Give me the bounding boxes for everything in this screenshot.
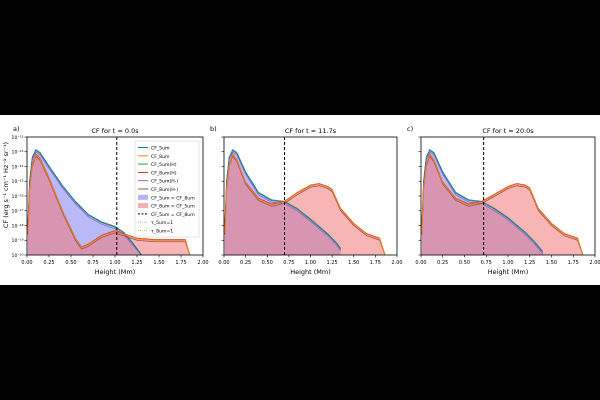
fill-cf8um [27, 154, 190, 255]
line-cf5um [224, 149, 342, 250]
x-tick-label: 2.00 [391, 260, 402, 266]
line-cf8um [224, 153, 386, 256]
x-tick-label: 0.75 [87, 260, 98, 266]
x-axis-label: Height (Mm) [95, 268, 136, 276]
panel-title: CF for t = 11.7s [285, 127, 337, 135]
x-tick-label: 1.00 [109, 260, 120, 266]
line-cf5um-hminus [224, 151, 342, 252]
panel-3: 0.00 0.25 0.50 0.75 1.00 1.25 1.50 1.75 2.00 CF f… [407, 125, 600, 276]
x-tick-label: 2.00 [589, 260, 600, 266]
y-tick-label: 10⁻¹³ [12, 150, 24, 156]
panel-title: CF for t = 0.0s [91, 127, 139, 135]
y-tick-label: 10⁻¹⁴ [12, 164, 24, 170]
panel-title: CF for t = 20.0s [482, 127, 534, 135]
legend-label: CF_8um [151, 154, 170, 160]
x-tick-label: 0.25 [240, 260, 251, 266]
x-tick-label: 1.00 [305, 260, 316, 266]
y-tick-label: 10⁻¹⁷ [12, 209, 24, 215]
x-tick-label: 0.75 [283, 260, 294, 266]
line-cf8um [421, 153, 584, 256]
x-tick-label: 0.00 [21, 260, 32, 266]
x-tick-label: 0.25 [437, 260, 448, 266]
x-tick-label: 0.00 [415, 260, 426, 266]
line-cf8um-hminus [224, 155, 386, 256]
x-tick-label: 1.25 [524, 260, 535, 266]
legend-label: CF_5um(H-) [151, 179, 178, 185]
line-cf5um [421, 149, 544, 253]
x-tick-label: 1.75 [568, 260, 579, 266]
legend-label: CF_5um(H) [151, 162, 177, 168]
x-tick-label: 0.50 [459, 260, 470, 266]
x-tick-label: 1.50 [348, 260, 359, 266]
x-tick-label: 2.00 [197, 260, 208, 266]
fill-cf8um [421, 154, 583, 255]
x-tick-label: 0.25 [43, 260, 54, 266]
y-tick-label: 10⁻¹⁸ [12, 223, 24, 229]
legend-label: τ_5um=1 [151, 220, 173, 226]
x-tick-label: 1.75 [370, 260, 381, 266]
legend-label: CF_5um = CF_8um [151, 212, 195, 218]
legend-label: CF_8um > CF_5um [151, 204, 195, 210]
x-tick-label: 1.25 [327, 260, 338, 266]
x-tick-label: 0.00 [218, 260, 229, 266]
x-tick-label: 1.75 [175, 260, 186, 266]
panel-1: 0.00 0.25 0.50 0.75 1.00 1.25 1.50 1.75 2.00 10⁻²… [12, 125, 209, 276]
y-tick-label: 10⁻¹² [12, 135, 24, 141]
legend: CF_5um CF_8um CF_5um(H) CF_8um(H) CF_5um(H-)… [134, 140, 200, 238]
panel-label: c) [407, 125, 413, 133]
x-tick-label: 1.50 [153, 260, 164, 266]
y-tick-label: 10⁻¹⁹ [12, 238, 24, 244]
legend-label: CF_5um > CF_8um [151, 195, 195, 201]
legend-label: CF_8um(H) [151, 170, 177, 176]
legend-label: CF_8um(H-) [151, 187, 178, 193]
line-cf8um-hminus [421, 155, 584, 256]
y-tick-label: 10⁻¹⁶ [12, 194, 24, 200]
legend-swatch [138, 194, 148, 200]
legend-swatch [138, 203, 148, 209]
y-tick-label: 10⁻¹⁵ [12, 179, 24, 185]
line-cf5um [27, 149, 142, 256]
x-tick-label: 0.50 [262, 260, 273, 266]
x-tick-label: 0.50 [65, 260, 76, 266]
line-cf8um-hminus [27, 155, 191, 256]
x-tick-label: 1.50 [546, 260, 557, 266]
x-tick-label: 1.25 [131, 260, 142, 266]
x-axis-label: Height (Mm) [488, 268, 529, 276]
y-axis-label: CF (erg s⁻¹ cm⁻¹ Hz⁻¹ sr⁻¹) [2, 142, 10, 228]
legend-label: CF_5um [151, 146, 170, 152]
x-tick-label: 1.00 [502, 260, 513, 266]
panel-label: a) [13, 125, 20, 133]
legend-label: τ_8um=1 [151, 229, 173, 235]
figure-svg: CF (erg s⁻¹ cm⁻¹ Hz⁻¹ sr⁻¹) 0.00 0.25 0.50… [2, 125, 600, 276]
figure-canvas: CF (erg s⁻¹ cm⁻¹ Hz⁻¹ sr⁻¹) 0.00 0.25 0.50… [0, 115, 600, 285]
x-axis-label: Height (Mm) [290, 268, 331, 276]
panel-label: b) [210, 125, 217, 133]
y-tick-label: 10⁻²⁰ [12, 253, 24, 259]
line-cf5um-hminus [421, 151, 544, 255]
fill-cf8um [224, 154, 385, 255]
line-cf8um [27, 153, 191, 256]
panel-2: 0.00 0.25 0.50 0.75 1.00 1.25 1.50 1.75 2.00 CF f… [210, 125, 403, 276]
x-tick-label: 0.75 [481, 260, 492, 266]
